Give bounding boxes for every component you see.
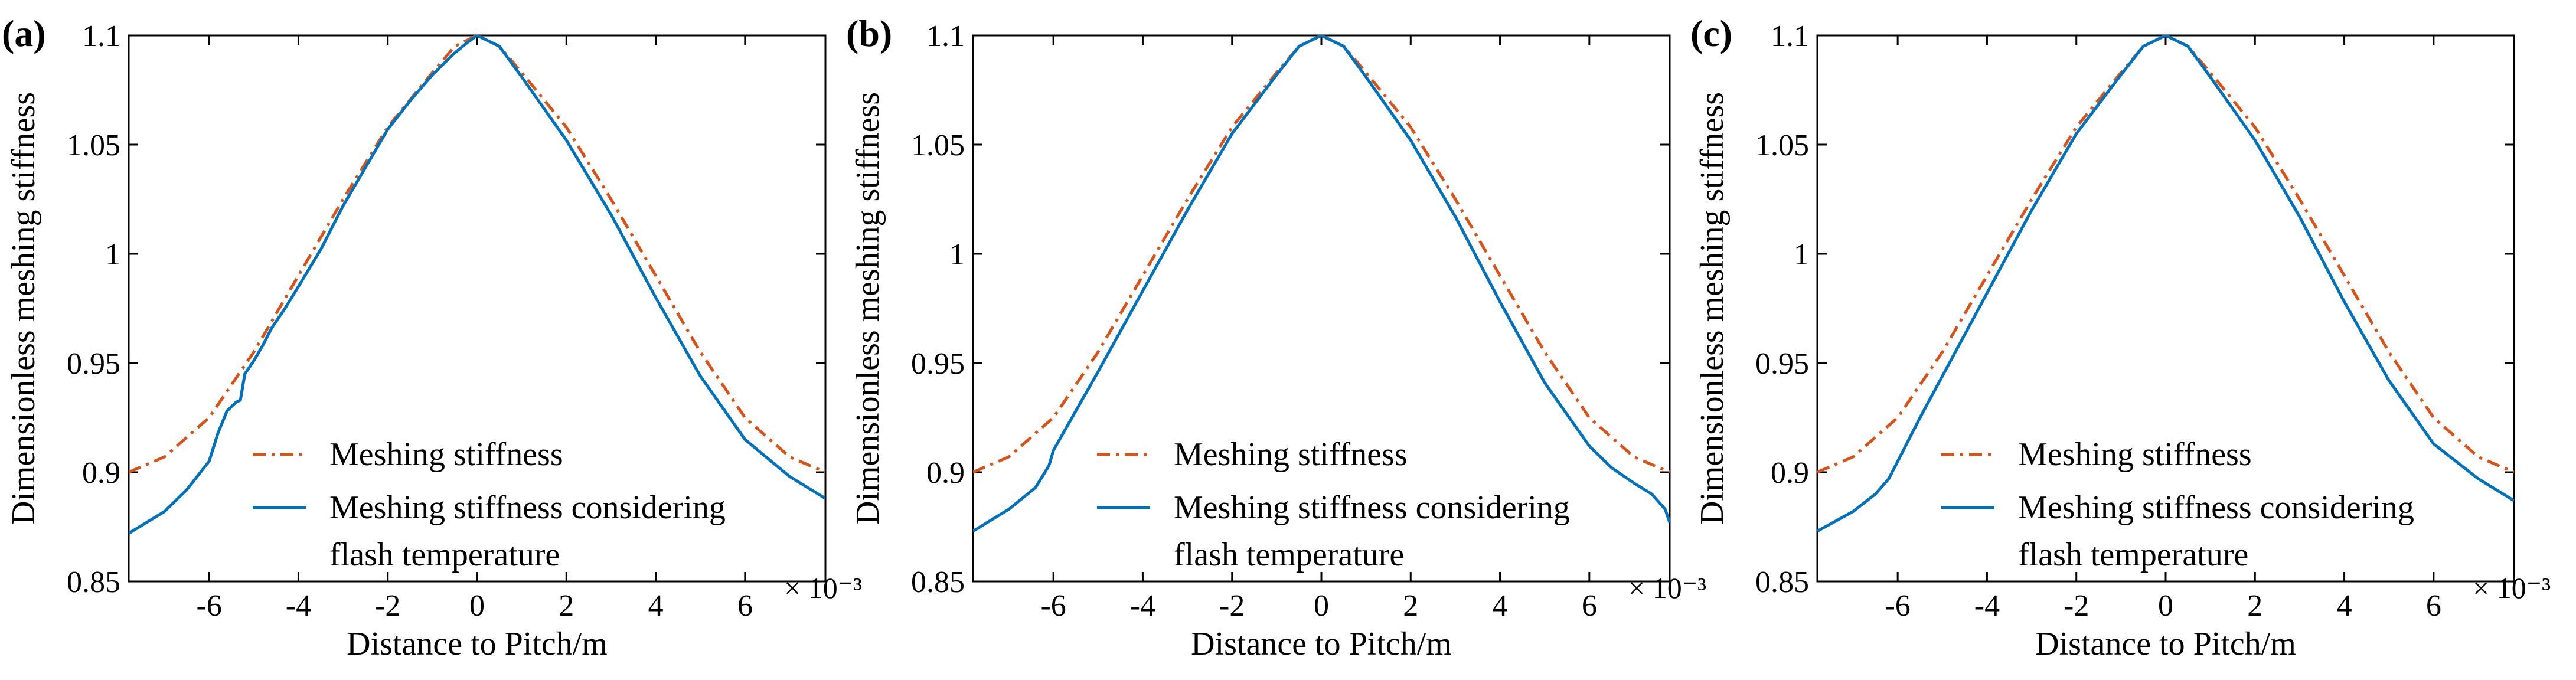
legend-label: Meshing stiffness bbox=[329, 436, 563, 473]
y-tick-label: 0.9 bbox=[1771, 456, 1809, 490]
y-tick-label: 1.1 bbox=[926, 19, 965, 53]
panel-label: (b) bbox=[846, 12, 892, 54]
x-tick-label: -2 bbox=[1219, 589, 1245, 623]
x-tick-label: 4 bbox=[2337, 589, 2352, 623]
x-tick-label: 6 bbox=[737, 589, 753, 623]
panel-label: (c) bbox=[1690, 12, 1732, 54]
legend-label: flash temperature bbox=[1174, 537, 1404, 573]
series-line-meshing-stiffness bbox=[973, 35, 1670, 474]
x-axis-label: Distance to Pitch/m bbox=[347, 626, 608, 662]
y-tick-label: 0.95 bbox=[67, 347, 120, 381]
x-tick-label: 6 bbox=[2426, 589, 2441, 623]
y-tick-label: 1 bbox=[1794, 238, 1809, 272]
panel-label: (a) bbox=[2, 12, 46, 54]
legend-label: flash temperature bbox=[2018, 537, 2248, 573]
x-tick-label: -6 bbox=[196, 589, 221, 623]
x-tick-label: 6 bbox=[1582, 589, 1597, 623]
chart-panel-b: -6 -4 -2 0 2 4 6 0.85 0.9 0.95 1 1.05 1.1 Distance to… bbox=[846, 12, 1706, 662]
x-tick-label: 2 bbox=[1403, 589, 1418, 623]
chart-panel-c: -6 -4 -2 0 2 4 6 0.85 0.9 0.95 1 1.05 1.1 Distance to… bbox=[1690, 12, 2551, 662]
legend-label: Meshing stiffness considering bbox=[1174, 489, 1570, 526]
y-tick-label: 1 bbox=[949, 238, 965, 272]
series-line-flash-temperature bbox=[129, 35, 825, 535]
legend-label: Meshing stiffness considering bbox=[329, 489, 726, 526]
y-tick-label: 0.85 bbox=[67, 565, 120, 599]
x-axis-exponent: × 10⁻³ bbox=[2473, 571, 2551, 604]
y-tick-label: 1 bbox=[105, 238, 120, 272]
series-line-meshing-stiffness bbox=[129, 35, 825, 474]
legend-label: Meshing stiffness considering bbox=[2018, 489, 2414, 526]
x-tick-label: 2 bbox=[2247, 589, 2262, 623]
y-tick-label: 0.95 bbox=[1755, 347, 1809, 381]
y-tick-label: 1.05 bbox=[1755, 129, 1809, 162]
x-tick-label: -6 bbox=[1040, 589, 1066, 623]
x-axis-exponent: × 10⁻³ bbox=[784, 571, 862, 604]
legend-label: Meshing stiffness bbox=[1174, 436, 1408, 473]
x-tick-label: 4 bbox=[648, 589, 664, 623]
series-line-flash-temperature bbox=[1817, 35, 2514, 533]
x-tick-label: -2 bbox=[375, 589, 400, 623]
x-axis-label: Distance to Pitch/m bbox=[2035, 626, 2296, 662]
x-tick-label: -4 bbox=[286, 589, 311, 623]
x-tick-label: 0 bbox=[2158, 589, 2173, 623]
y-tick-label: 0.9 bbox=[926, 456, 965, 490]
series-line-flash-temperature bbox=[973, 35, 1670, 533]
x-tick-label: -6 bbox=[1885, 589, 1910, 623]
series-line-meshing-stiffness bbox=[1817, 35, 2514, 474]
y-axis-label: Dimensionless meshing stiffness bbox=[5, 92, 42, 525]
y-tick-label: 1.05 bbox=[67, 129, 120, 162]
y-tick-label: 0.9 bbox=[82, 456, 120, 490]
y-axis-label: Dimensionless meshing stiffness bbox=[850, 92, 886, 525]
y-tick-label: 0.95 bbox=[911, 347, 965, 381]
y-tick-label: 1.1 bbox=[82, 19, 120, 53]
legend-label: Meshing stiffness bbox=[2018, 436, 2252, 473]
x-tick-label: 0 bbox=[469, 589, 485, 623]
legend-label: flash temperature bbox=[329, 537, 560, 573]
y-tick-label: 1.1 bbox=[1771, 19, 1809, 53]
y-axis-label: Dimensionless meshing stiffness bbox=[1694, 92, 1731, 525]
y-tick-label: 1.05 bbox=[911, 129, 965, 162]
x-tick-label: 0 bbox=[1314, 589, 1329, 623]
x-tick-label: -4 bbox=[1974, 589, 2000, 623]
x-axis-exponent: × 10⁻³ bbox=[1628, 571, 1706, 604]
x-tick-label: -4 bbox=[1130, 589, 1155, 623]
x-tick-label: -2 bbox=[2064, 589, 2089, 623]
x-tick-label: 2 bbox=[559, 589, 574, 623]
chart-panel-a: -6 -4 -2 0 2 4 6 0.85 0.9 0.95 1 1.05 1.1 Distance to… bbox=[2, 12, 862, 662]
x-tick-label: 4 bbox=[1493, 589, 1508, 623]
x-axis-label: Distance to Pitch/m bbox=[1191, 626, 1452, 662]
y-tick-label: 0.85 bbox=[1755, 565, 1809, 599]
y-tick-label: 0.85 bbox=[911, 565, 965, 599]
